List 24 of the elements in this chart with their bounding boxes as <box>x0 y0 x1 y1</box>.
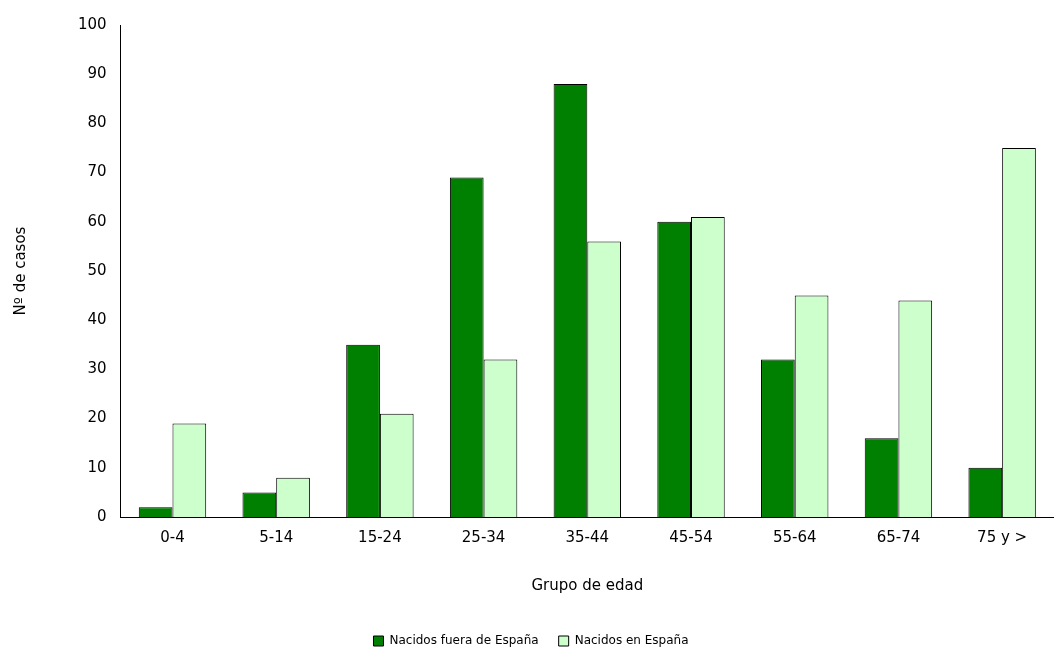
x-tick-label: 45-54 <box>669 527 713 546</box>
y-tick-label: 10 <box>87 457 107 476</box>
x-tick-label: 35-44 <box>565 527 610 546</box>
x-tick-label: 0-4 <box>160 527 185 546</box>
y-tick-label: 70 <box>87 162 107 181</box>
y-tick-label: 100 <box>77 14 107 33</box>
x-tick-label: 5-14 <box>259 527 294 546</box>
y-tick-label: 80 <box>87 113 107 132</box>
x-axis-title: Grupo de edad <box>531 575 644 594</box>
y-tick-label: 60 <box>87 211 107 230</box>
y-tick-label: 0 <box>97 506 107 525</box>
legend-label: Nacidos fuera de España <box>389 633 539 648</box>
y-tick-label: 50 <box>87 260 107 279</box>
y-tick-label: 90 <box>87 64 107 83</box>
x-tick-label: 55-64 <box>772 527 817 546</box>
y-tick-label: 40 <box>87 310 107 329</box>
x-tick-label: 75 y > <box>977 527 1028 546</box>
y-tick-label: 30 <box>87 359 107 378</box>
y-axis-title: Nº de casos <box>10 226 29 316</box>
legend-label: Nacidos en España <box>574 633 689 648</box>
y-tick-label: 20 <box>87 408 107 427</box>
x-tick-label: 15-24 <box>358 527 402 546</box>
x-tick-label: 25-34 <box>461 527 506 546</box>
x-tick-label: 65-74 <box>876 527 921 546</box>
